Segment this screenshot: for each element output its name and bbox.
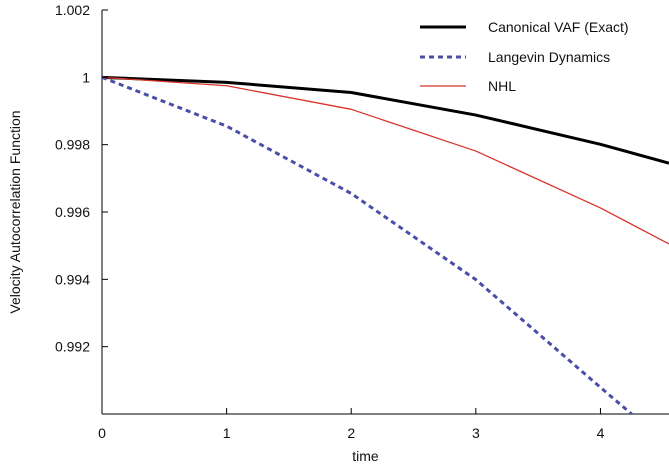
x-tick-label: 0 bbox=[98, 425, 106, 441]
series-line-canonical-vaf-exact bbox=[102, 75, 669, 165]
series-layer bbox=[102, 75, 669, 414]
y-tick-label: 0.998 bbox=[55, 137, 90, 153]
y-tick-label: 1 bbox=[82, 69, 90, 85]
y-tick-label: 1.002 bbox=[55, 2, 90, 18]
y-axis-label: Velocity Autocorrelation Function bbox=[7, 110, 23, 313]
y-axis-ticks: 0.992 0.994 0.996 0.998 1 1.002 bbox=[55, 2, 108, 355]
y-tick-label: 0.992 bbox=[55, 339, 90, 355]
y-tick-label: 0.996 bbox=[55, 204, 90, 220]
legend: Canonical VAF (Exact) Langevin Dynamics NH… bbox=[420, 19, 629, 94]
legend-label: Canonical VAF (Exact) bbox=[488, 19, 629, 35]
series-line-nhl bbox=[102, 76, 669, 245]
legend-label: NHL bbox=[488, 78, 516, 94]
x-axis-ticks: 0 1 2 3 4 bbox=[98, 408, 605, 441]
x-tick-label: 3 bbox=[472, 425, 480, 441]
x-tick-label: 2 bbox=[347, 425, 355, 441]
x-axis-label: time bbox=[352, 448, 379, 464]
x-tick-label: 1 bbox=[223, 425, 231, 441]
series-line-langevin-dynamics bbox=[102, 75, 633, 414]
y-tick-label: 0.994 bbox=[55, 271, 90, 287]
legend-label: Langevin Dynamics bbox=[488, 49, 610, 65]
x-tick-label: 4 bbox=[597, 425, 605, 441]
plot-frame bbox=[101, 10, 669, 415]
